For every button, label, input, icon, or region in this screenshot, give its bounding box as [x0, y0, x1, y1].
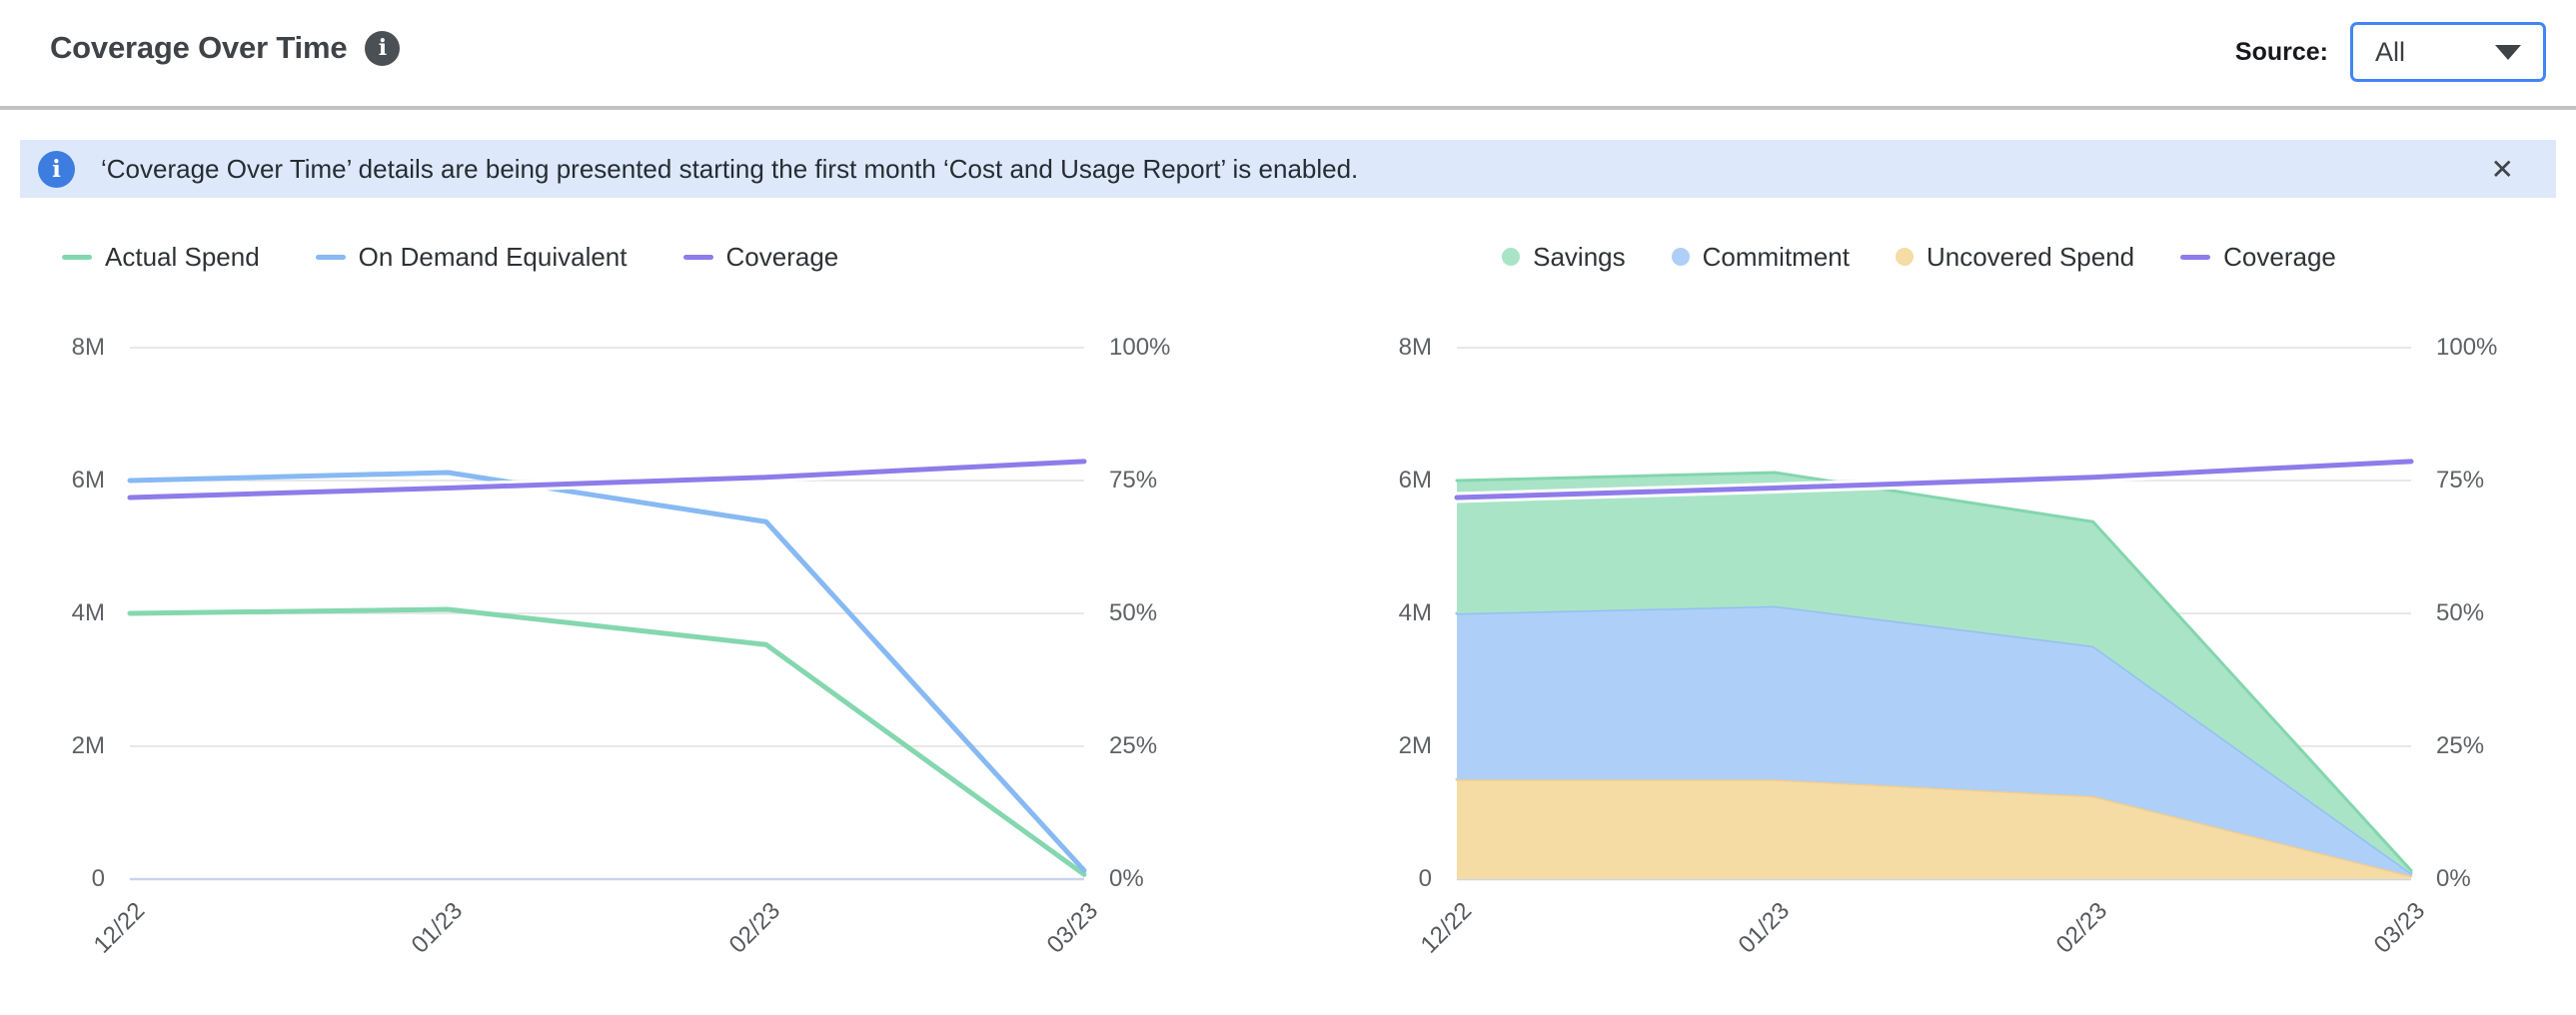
area-swatch-icon	[1502, 248, 1521, 266]
legend-label: Coverage	[725, 241, 839, 272]
y-axis-left-spend: 8M 6M 4M 2M 0	[1398, 334, 1432, 892]
line-swatch-icon	[315, 254, 346, 260]
spend-line-chart-panel: Actual Spend On Demand Equivalent Covera…	[20, 240, 1229, 979]
y-axis-right-coverage: 100% 75% 50% 25% 0%	[1109, 334, 1171, 892]
legend-item-actual-spend[interactable]: Actual Spend	[62, 242, 260, 273]
source-dropdown[interactable]: All	[2350, 22, 2546, 82]
line-swatch-icon	[62, 254, 92, 260]
info-glyph: i	[52, 155, 61, 183]
line-chart-canvas[interactable]	[124, 347, 1090, 881]
chevron-down-icon	[2495, 44, 2521, 60]
header-divider	[0, 106, 2576, 110]
info-banner: i ‘Coverage Over Time’ details are being…	[20, 140, 2556, 198]
source-label: Source:	[2234, 37, 2328, 66]
line-chart-legend: Actual Spend On Demand Equivalent Covera…	[62, 240, 1229, 274]
savings-area-chart-panel: Savings Commitment Uncovered Spend Cover…	[1282, 240, 2556, 979]
x-axis-months: 12/22 01/23 02/23 03/23	[1416, 897, 2430, 959]
line-swatch-icon	[2180, 254, 2211, 260]
banner-close-icon[interactable]: ✕	[2490, 153, 2514, 185]
area-swatch-icon	[1671, 248, 1690, 266]
widget-header: Coverage Over Time i Source: All	[0, 0, 2576, 108]
legend-label: Savings	[1533, 241, 1626, 272]
charts-row: Actual Spend On Demand Equivalent Covera…	[20, 240, 2556, 979]
legend-item-uncovered-spend[interactable]: Uncovered Spend	[1895, 241, 2135, 273]
area-chart-canvas[interactable]	[1451, 347, 2417, 881]
legend-label: Commitment	[1702, 241, 1850, 272]
legend-item-coverage[interactable]: Coverage	[2180, 242, 2336, 273]
y-axis-left-spend: 8M 6M 4M 2M 0	[71, 334, 105, 892]
legend-item-savings[interactable]: Savings	[1502, 242, 1626, 273]
legend-item-on-demand-equivalent[interactable]: On Demand Equivalent	[315, 241, 628, 273]
area-swatch-icon	[1895, 248, 1914, 266]
source-dropdown-value: All	[2375, 36, 2406, 67]
page-title: Coverage Over Time	[50, 30, 348, 65]
banner-message: ‘Coverage Over Time’ details are being p…	[101, 153, 1359, 184]
legend-label: Coverage	[2223, 241, 2336, 272]
banner-info-icon: i	[38, 150, 75, 188]
legend-item-commitment[interactable]: Commitment	[1671, 241, 1850, 273]
line-swatch-icon	[682, 254, 713, 260]
legend-item-coverage[interactable]: Coverage	[682, 241, 839, 273]
title-info-icon[interactable]: i	[365, 30, 401, 66]
info-glyph: i	[378, 35, 388, 61]
x-axis-months: 12/22 01/23 02/23 03/23	[89, 897, 1103, 959]
legend-label: Actual Spend	[105, 241, 260, 272]
legend-label: Uncovered Spend	[1926, 241, 2135, 272]
y-axis-right-coverage: 100% 75% 50% 25% 0%	[2436, 334, 2498, 892]
area-chart-legend: Savings Commitment Uncovered Spend Cover…	[1282, 240, 2556, 274]
legend-label: On Demand Equivalent	[358, 241, 628, 272]
